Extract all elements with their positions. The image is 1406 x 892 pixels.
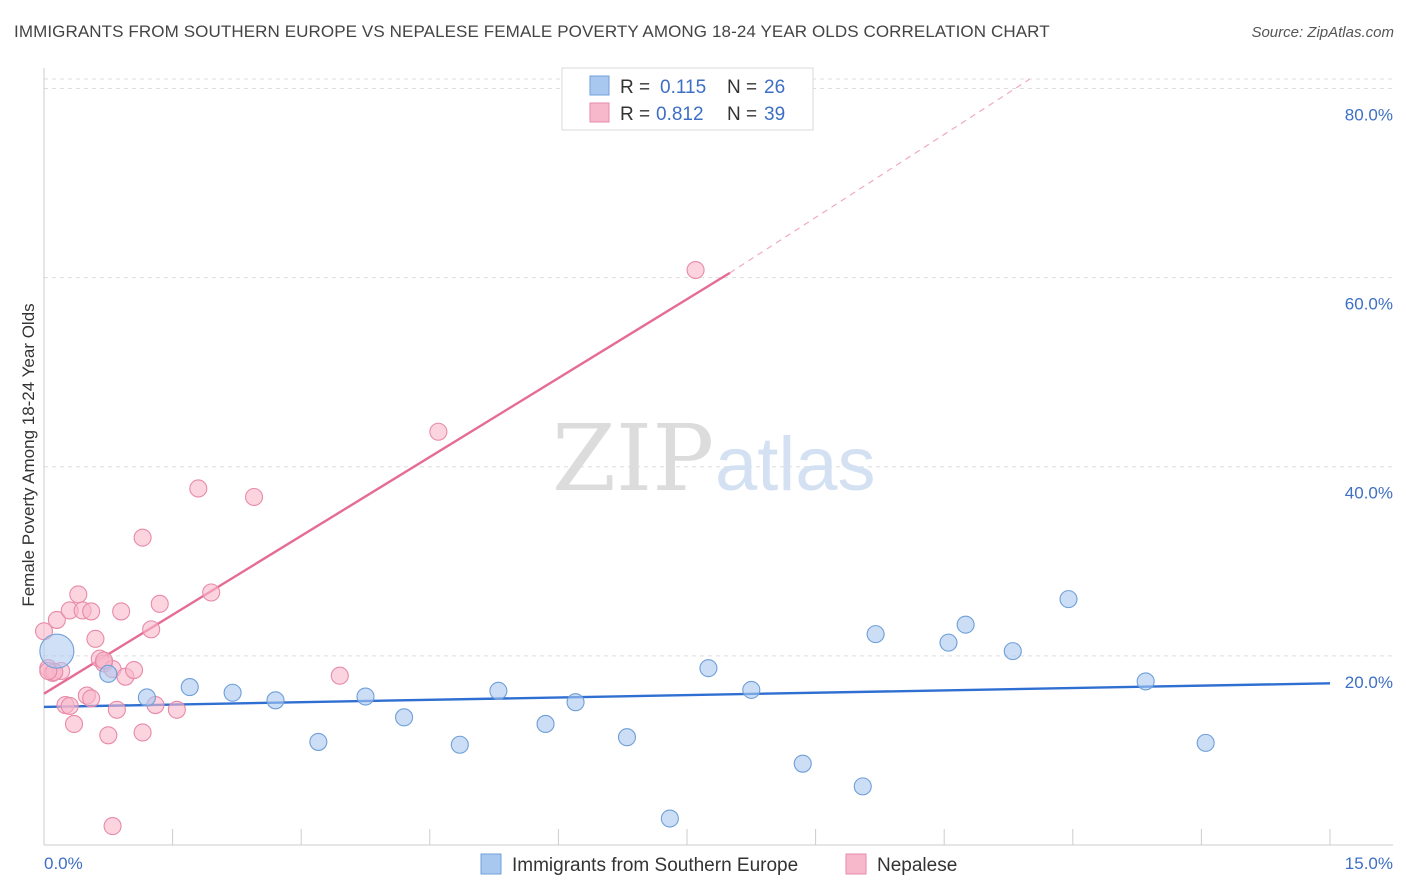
point-immigrants (266, 691, 285, 710)
point-nepalese (60, 696, 79, 716)
point-nepalese (103, 817, 122, 836)
point-immigrants (853, 777, 872, 796)
y-tick-labels: 20.0% 40.0% 60.0% 80.0% (1345, 105, 1393, 691)
point-nepalese (330, 666, 349, 685)
point-immigrants (39, 633, 75, 669)
point-nepalese (69, 585, 88, 604)
point-nepalese (124, 660, 144, 680)
x-tick-label-max: 15.0% (1345, 854, 1393, 873)
y-tick-label: 20.0% (1345, 673, 1393, 692)
scatter-points (34, 260, 1215, 836)
watermark-zip: ZIP (552, 405, 714, 512)
point-nepalese (64, 714, 84, 734)
point-immigrants (660, 809, 679, 828)
legend-r-value-1: 0.115 (660, 77, 706, 98)
trend-lines (43, 78, 1331, 709)
legend-r-label-2: R = (620, 104, 650, 125)
legend-swatch-blue (589, 75, 610, 96)
legend-n-label-1: N = (727, 77, 757, 98)
point-immigrants (956, 615, 975, 634)
point-nepalese (150, 594, 169, 613)
stats-legend: R = 0.115 N = 26 R = 0.812 N = 39 (561, 67, 814, 131)
bottom-legend-swatch-nepalese (845, 853, 867, 875)
point-immigrants (566, 693, 585, 712)
bottom-legend: Immigrants from Southern Europe Nepalese (480, 853, 957, 876)
chart-title: IMMIGRANTS FROM SOUTHERN EUROPE VS NEPAL… (14, 22, 1050, 41)
source-credit: Source: ZipAtlas.com (1251, 24, 1394, 41)
y-tick-label: 80.0% (1345, 105, 1393, 124)
point-immigrants (742, 680, 761, 699)
point-nepalese (47, 610, 66, 629)
legend-swatch-pink (589, 102, 610, 123)
point-immigrants (1003, 642, 1022, 661)
point-immigrants (309, 732, 328, 751)
point-immigrants (617, 728, 637, 747)
point-nepalese (86, 629, 105, 648)
watermark: ZIP atlas (552, 405, 876, 512)
y-tick-label: 40.0% (1345, 484, 1393, 503)
point-nepalese (189, 479, 208, 498)
x-ticks (43, 829, 1331, 845)
legend-n-value-2: 39 (764, 104, 785, 125)
point-immigrants (395, 708, 414, 727)
point-immigrants (1196, 733, 1215, 752)
point-immigrants (99, 664, 118, 683)
bottom-legend-label-nepalese: Nepalese (877, 855, 957, 876)
point-immigrants (1136, 672, 1155, 691)
bottom-legend-label-immigrants: Immigrants from Southern Europe (512, 855, 798, 876)
point-immigrants (1059, 590, 1078, 609)
point-nepalese (142, 620, 161, 639)
watermark-atlas: atlas (715, 422, 876, 507)
point-immigrants (137, 688, 156, 707)
y-tick-label: 60.0% (1345, 295, 1393, 314)
point-nepalese (244, 487, 264, 507)
point-nepalese (99, 726, 118, 745)
y-axis-label: Female Poverty Among 18-24 Year Olds (19, 303, 38, 606)
bottom-legend-swatch-immigrants (480, 853, 502, 875)
point-nepalese (82, 602, 101, 621)
point-immigrants (489, 681, 508, 700)
x-tick-label-min: 0.0% (44, 854, 83, 873)
trend-line-nepalese (43, 271, 731, 695)
point-nepalese (202, 583, 221, 602)
point-nepalese (107, 700, 126, 719)
legend-n-label-2: N = (727, 104, 757, 125)
point-immigrants (866, 625, 885, 644)
legend-n-value-1: 26 (764, 77, 785, 98)
trend-line-extension (729, 78, 1031, 274)
point-immigrants (356, 687, 375, 706)
point-nepalese (167, 700, 186, 719)
point-immigrants (536, 714, 555, 734)
point-nepalese (133, 723, 152, 742)
point-immigrants (223, 683, 242, 702)
point-nepalese (82, 689, 101, 708)
point-nepalese (686, 260, 705, 280)
legend-r-label-1: R = (620, 77, 650, 98)
point-immigrants (939, 633, 958, 652)
point-nepalese (429, 422, 448, 441)
point-immigrants (793, 754, 812, 773)
point-immigrants (450, 735, 469, 754)
legend-r-value-2: 0.812 (656, 104, 704, 125)
point-immigrants (180, 678, 199, 697)
trend-line-immigrants (43, 682, 1331, 709)
point-nepalese (133, 528, 152, 547)
point-nepalese (112, 602, 131, 621)
point-immigrants (699, 659, 718, 678)
